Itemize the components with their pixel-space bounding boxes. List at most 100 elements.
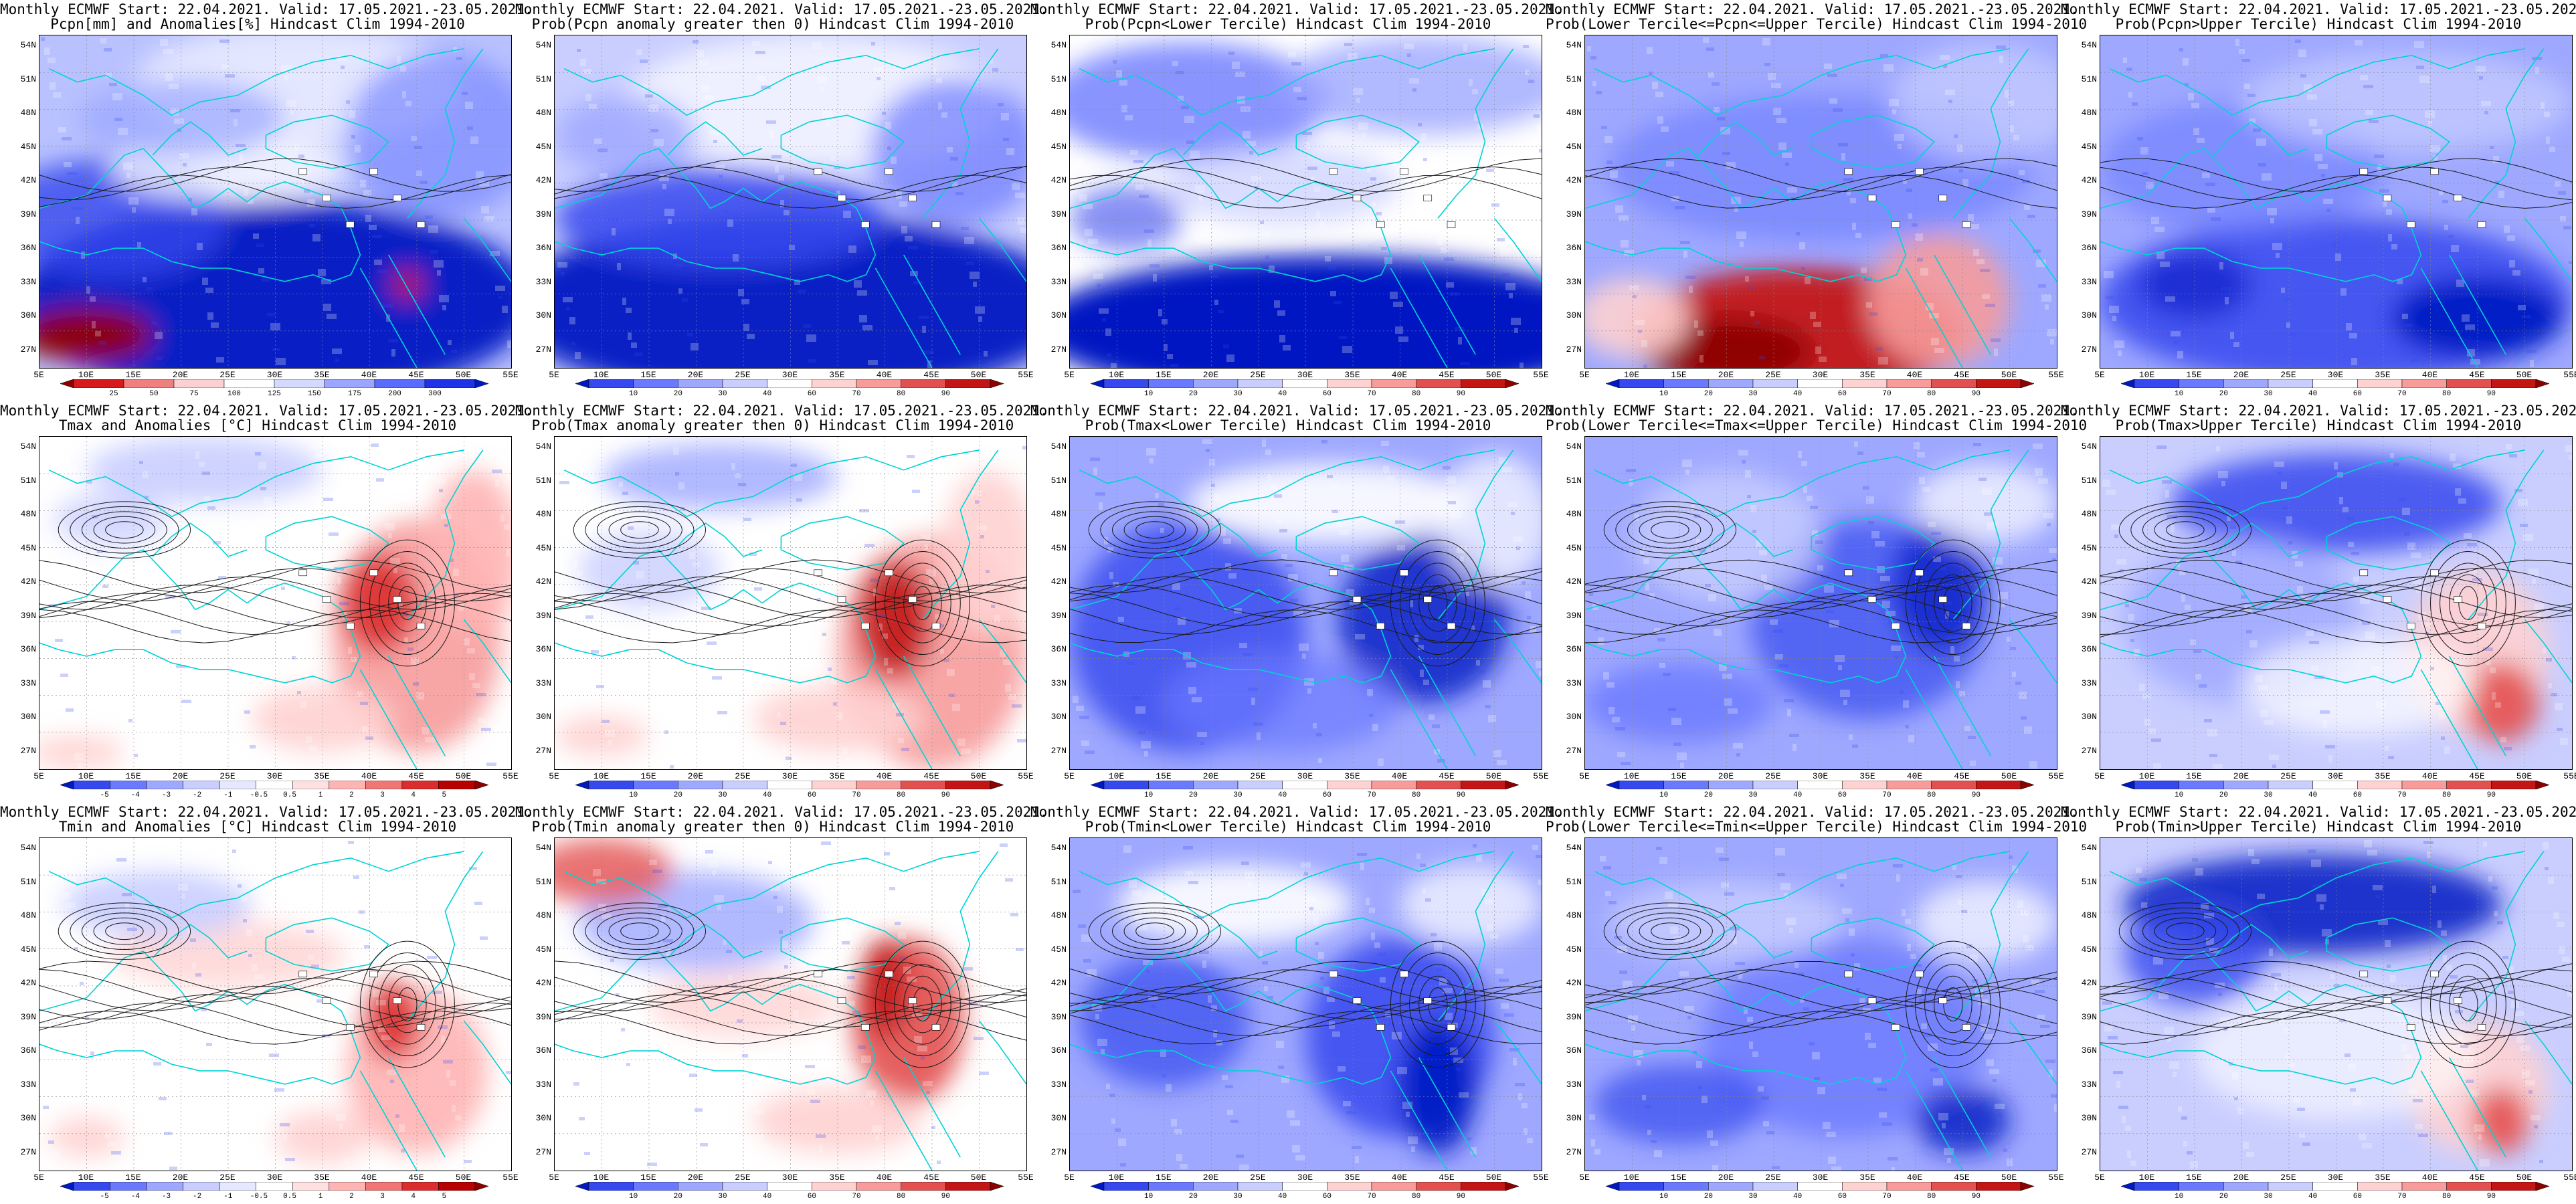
colorbar-segment — [365, 1182, 403, 1191]
field-speckle — [1587, 46, 1591, 52]
field-speckle — [1800, 997, 1804, 1003]
field-speckle — [1920, 268, 1928, 276]
field-speckle — [1239, 1165, 1249, 1171]
field-blob — [1437, 453, 1542, 587]
field-speckle — [2379, 711, 2383, 716]
field-speckle — [1764, 63, 1770, 66]
field-speckle — [1504, 1013, 1514, 1017]
colorbar-tick-label: 30 — [718, 1193, 727, 1201]
field-speckle — [864, 544, 875, 547]
field-speckle — [1481, 889, 1487, 896]
field-speckle — [961, 748, 971, 754]
field-speckle — [1302, 654, 1306, 659]
field-speckle — [1199, 950, 1209, 954]
field-speckle — [1362, 132, 1366, 138]
coastline — [1594, 449, 2010, 518]
field-speckle — [274, 1088, 284, 1092]
field-speckle — [1020, 227, 1026, 233]
field-speckle — [937, 1161, 941, 1164]
field-speckle — [1216, 1040, 1222, 1045]
field-speckle — [729, 766, 735, 769]
lat-tick-label: 33N — [1566, 1079, 1582, 1090]
field-speckle — [2295, 561, 2303, 567]
field-speckle — [2363, 85, 2373, 88]
field-speckle — [241, 894, 247, 902]
field-speckle — [2297, 586, 2303, 593]
field-speckle — [2558, 191, 2566, 195]
field-speckle — [634, 353, 642, 356]
field-speckle — [1798, 973, 1804, 976]
colorbar-segment — [2223, 379, 2269, 388]
field-speckle — [1673, 936, 1683, 942]
field-speckle — [1509, 293, 1513, 298]
lat-tick-label: 33N — [20, 276, 36, 287]
colorbar-segment — [678, 379, 723, 388]
contour-line — [1603, 902, 1737, 960]
field-speckle — [922, 326, 926, 333]
field-speckle — [707, 641, 717, 645]
station-marker — [1938, 596, 1948, 603]
field-speckle — [593, 869, 601, 876]
panel-title-line1: Monthly ECMWF Start: 22.04.2021. Valid: … — [0, 403, 533, 419]
field-speckle — [260, 487, 266, 490]
field-speckle — [2276, 253, 2280, 258]
lat-tick-label: 54N — [1566, 843, 1582, 853]
field-speckle — [1407, 54, 1411, 57]
field-speckle — [2509, 454, 2517, 458]
field-speckle — [836, 191, 840, 196]
field-speckle — [2404, 1054, 2412, 1060]
field-speckle — [1239, 643, 1247, 648]
lat-tick-label: 30N — [2081, 712, 2097, 722]
contour-line — [1088, 501, 1222, 559]
field-speckle — [715, 686, 719, 694]
field-speckle — [726, 950, 732, 953]
contour-line — [608, 516, 671, 544]
field-speckle — [1657, 638, 1665, 641]
field-speckle — [1441, 247, 1449, 253]
coastline — [667, 522, 763, 557]
field-speckle — [288, 840, 292, 847]
colorbar-tick-label: 70 — [852, 390, 861, 398]
field-blob — [2463, 662, 2539, 743]
field-speckle — [1612, 717, 1620, 722]
field-speckle — [782, 940, 788, 948]
colorbar-arrow-left — [60, 1182, 74, 1191]
field-speckle — [1146, 448, 1156, 456]
field-speckle — [691, 343, 699, 350]
colorbar-arrow-right — [2535, 781, 2549, 789]
colorbar-arrow-right — [474, 781, 488, 789]
field-speckle — [619, 482, 623, 487]
field-speckle — [1132, 696, 1140, 700]
field-speckle — [1356, 98, 1360, 103]
field-speckle — [2052, 558, 2056, 561]
field-speckle — [1994, 348, 1998, 356]
field-speckle — [2390, 975, 2396, 982]
field-speckle — [1180, 1164, 1188, 1169]
colorbar-tick-label: 40 — [763, 390, 772, 398]
field-speckle — [57, 858, 65, 865]
lon-tick-label: 25E — [1250, 771, 1266, 781]
field-speckle — [2151, 738, 2161, 742]
field-speckle — [2102, 480, 2110, 487]
field-speckle — [798, 290, 806, 293]
field-speckle — [2285, 1053, 2289, 1060]
field-speckle — [2197, 138, 2205, 143]
field-speckle — [899, 201, 907, 207]
field-speckle — [1985, 304, 1995, 307]
field-speckle — [810, 1100, 820, 1103]
field-speckle — [478, 718, 486, 723]
field-speckle — [1497, 238, 1505, 241]
field-speckle — [987, 361, 993, 365]
contour-line — [2100, 609, 2572, 643]
field-speckle — [828, 668, 832, 671]
field-speckle — [1824, 585, 1834, 593]
field-speckle — [675, 472, 679, 476]
field-speckle — [1866, 496, 1874, 504]
lat-tick-label: 42N — [2081, 577, 2097, 587]
lon-tick-label: 30E — [266, 1173, 283, 1183]
field-speckle — [1812, 530, 1818, 536]
coastline — [1934, 254, 1991, 355]
field-speckle — [1097, 284, 1101, 287]
field-speckle — [1279, 529, 1287, 532]
field-speckle — [1420, 864, 1426, 867]
